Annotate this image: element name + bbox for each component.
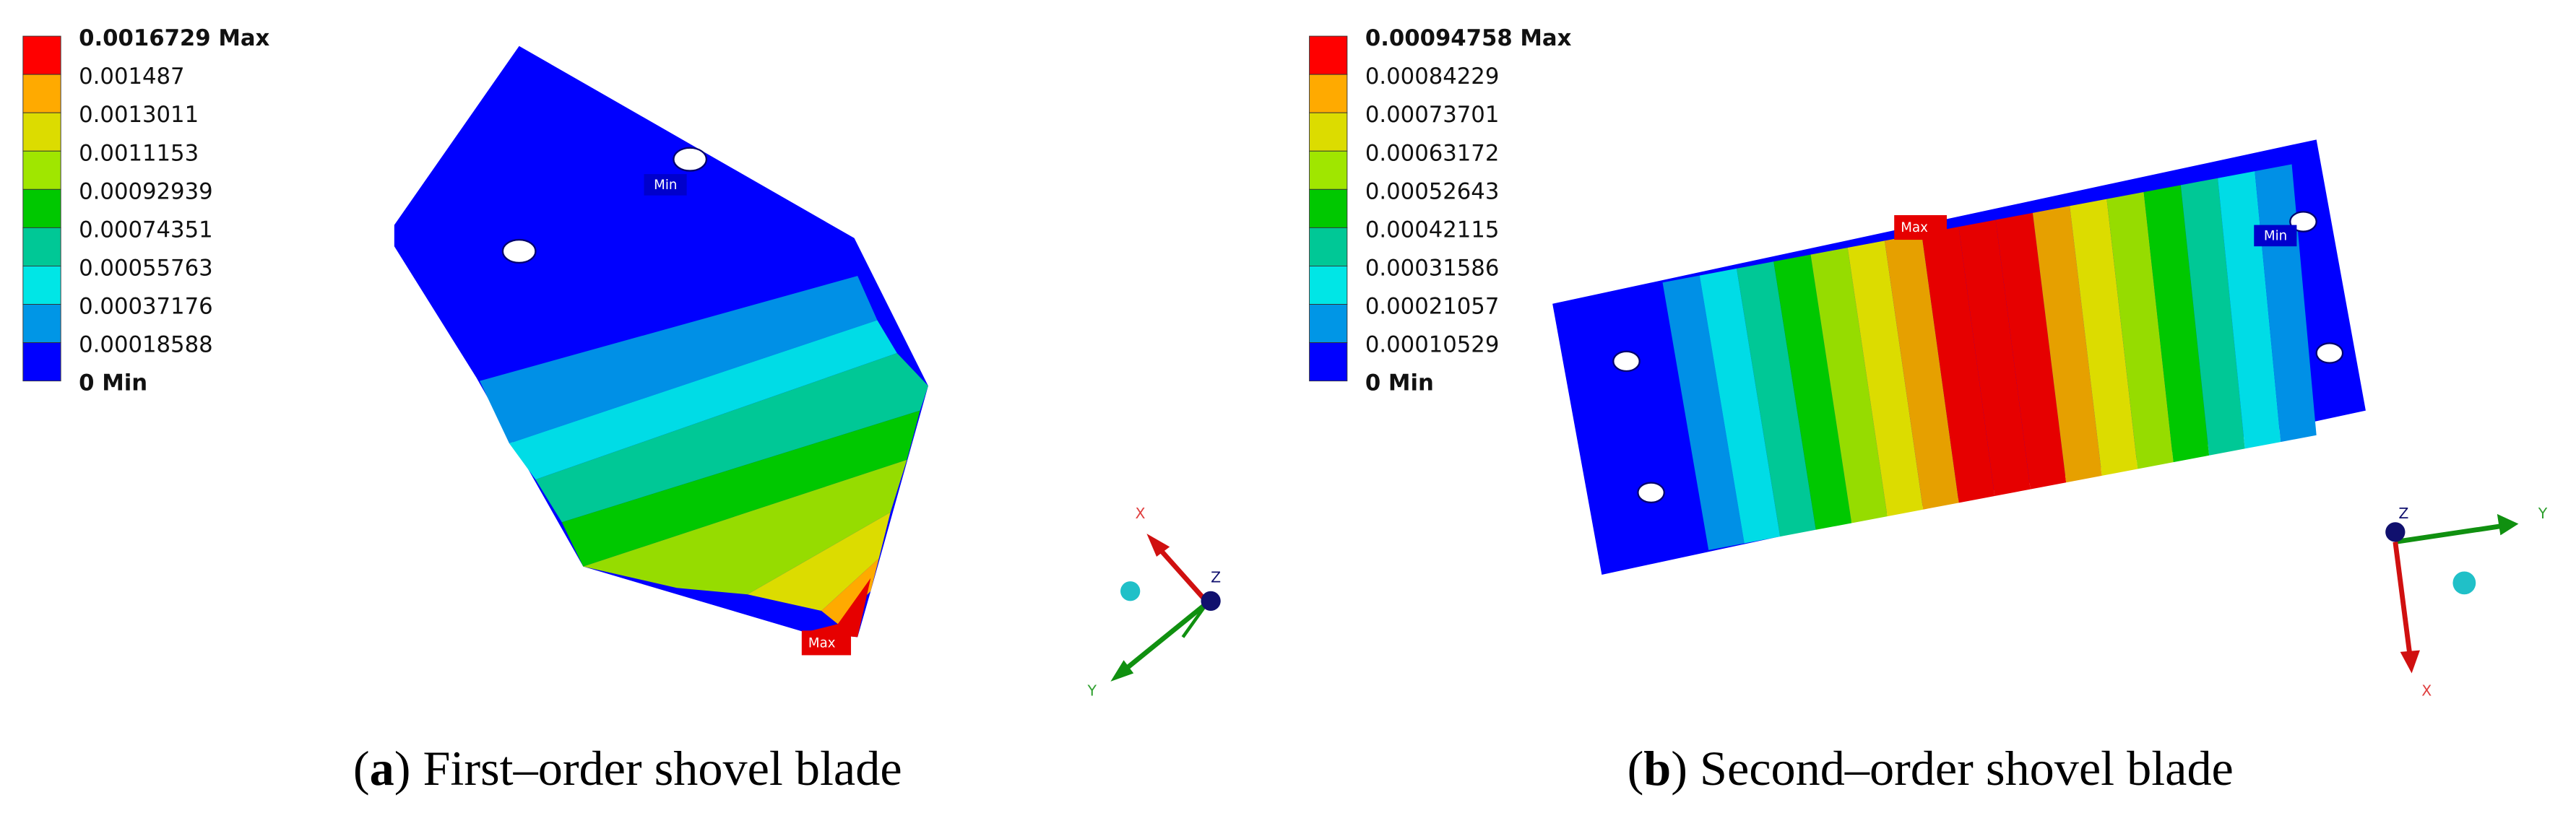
models <box>394 45 2366 638</box>
legend-label: 0.00037176 <box>79 295 212 320</box>
stripe <box>2070 199 2138 476</box>
legend-swatch <box>22 150 61 190</box>
legend-swatch <box>22 227 61 266</box>
band <box>821 558 879 625</box>
stripe <box>2180 178 2245 456</box>
legend-swatch <box>1309 304 1348 344</box>
legend-swatch <box>22 74 61 113</box>
axis-label: Y <box>1087 682 1097 699</box>
legend-swatch <box>22 304 61 344</box>
stripe <box>1995 212 2067 490</box>
stripe <box>2143 185 2210 463</box>
legend-swatch <box>22 266 61 305</box>
axis-triad: Y X Z <box>2385 505 2548 699</box>
legend-label: 0.00031586 <box>1365 256 1499 282</box>
hole <box>1637 482 1665 504</box>
axis-label: Z <box>2398 505 2408 522</box>
min-flag <box>2254 225 2297 247</box>
legend-swatch <box>22 112 61 152</box>
caption-open: ( <box>353 741 370 796</box>
legend-swatch <box>1309 35 1348 75</box>
stripe <box>1737 261 1816 537</box>
axis-label: X <box>2421 682 2432 699</box>
stripe <box>1662 275 1745 550</box>
stripe <box>1773 254 1852 530</box>
max-flag <box>801 630 852 656</box>
caption-text: ) First–order shovel blade <box>394 741 902 796</box>
legend-label: 0 Min <box>1365 371 1434 396</box>
stripes <box>1662 164 2317 550</box>
max-marker: Max <box>1901 220 1928 235</box>
band <box>480 276 878 444</box>
legend-label: 0.00094758 Max <box>1365 26 1572 51</box>
legend-label: 0.00074351 <box>79 217 212 243</box>
axis-label: Y <box>2538 505 2548 522</box>
caption: (b) Second–order shovel blade <box>1628 741 2234 796</box>
legend-label: 0.0011153 <box>79 141 199 166</box>
stripe <box>1699 268 1781 544</box>
legend-label: 0.00055763 <box>79 256 212 282</box>
legend-label: 0.0016729 Max <box>79 26 269 51</box>
max-marker: Max <box>808 636 836 651</box>
stripe <box>1958 219 2031 496</box>
stripe <box>2218 171 2281 449</box>
stripe <box>1884 233 1959 510</box>
legend-swatch <box>22 35 61 75</box>
axis-triad: X Y Z <box>1087 505 1222 700</box>
band <box>747 512 891 612</box>
legend-swatch <box>1309 188 1348 228</box>
legend-swatch <box>1309 266 1348 305</box>
caption: (a) First–order shovel blade <box>353 741 902 796</box>
legend-swatch <box>22 342 61 382</box>
legend-label: 0.001487 <box>79 64 184 90</box>
legend-label: 0.00010529 <box>1365 333 1499 358</box>
stripe <box>1922 227 1995 503</box>
stripe <box>1847 240 1924 517</box>
axis-label: Z <box>1211 569 1221 586</box>
axis-label: X <box>1135 505 1145 522</box>
legend-label: 0.00021057 <box>1365 295 1499 320</box>
legend-label: 0.0013011 <box>79 103 199 128</box>
band <box>561 410 920 567</box>
legend-label: 0 Min <box>79 371 147 396</box>
legend-label: 0.00092939 <box>79 179 212 204</box>
legend-swatch <box>1309 74 1348 113</box>
min-flag <box>644 174 687 196</box>
band <box>509 320 897 480</box>
legend-label: 0.00084229 <box>1365 64 1499 90</box>
legend-swatch <box>1309 342 1348 382</box>
caption-text: ) Second–order shovel blade <box>1671 741 2234 796</box>
hole <box>2315 342 2344 364</box>
legend-label: 0.00018588 <box>79 333 212 358</box>
hole <box>1612 350 1641 373</box>
legend-swatch <box>1309 112 1348 152</box>
caption-letter: a <box>370 741 394 796</box>
legend-label: 0.00063172 <box>1365 141 1499 166</box>
legend-swatch <box>22 188 61 228</box>
hole <box>673 147 708 172</box>
band <box>535 352 928 523</box>
band <box>805 578 871 638</box>
legend-label: 0.00073701 <box>1365 103 1499 128</box>
hole <box>501 238 537 264</box>
legend-label: 0.00042115 <box>1365 217 1499 243</box>
max-flag <box>1894 214 1947 240</box>
stripe <box>2106 191 2174 469</box>
stripe <box>2032 206 2102 483</box>
legend-swatch <box>1309 150 1348 190</box>
stripe <box>1810 248 1888 523</box>
legend-label: 0.00052643 <box>1365 179 1499 204</box>
caption-open: ( <box>1628 741 1644 796</box>
band <box>583 459 907 595</box>
min-marker: Min <box>2264 229 2287 244</box>
caption-letter: b <box>1643 741 1671 796</box>
min-marker: Min <box>654 178 677 193</box>
legend-swatch <box>1309 227 1348 266</box>
